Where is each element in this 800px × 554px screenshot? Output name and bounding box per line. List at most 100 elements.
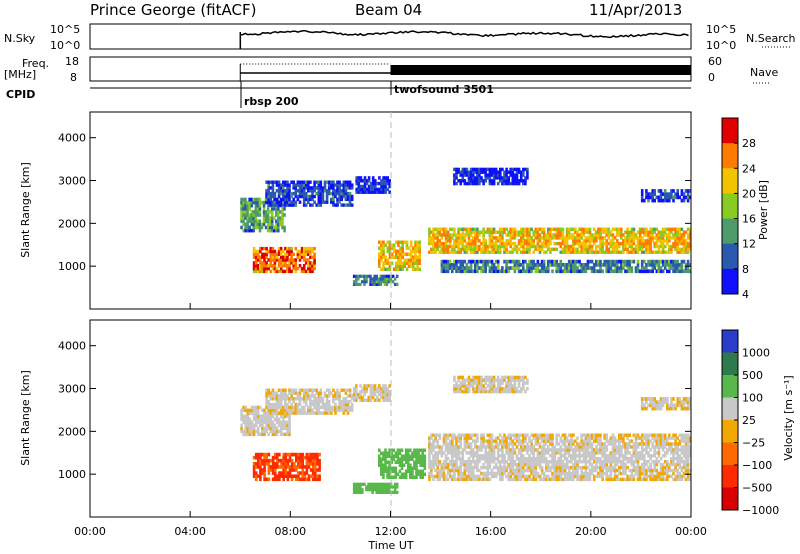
heatmap-cell (555, 442, 558, 446)
heatmap-cell (388, 472, 391, 476)
heatmap-cell (471, 465, 475, 470)
heatmap-cell (463, 448, 467, 452)
heatmap-cell (547, 448, 550, 452)
heatmap-cell (430, 471, 433, 476)
heatmap-cell (643, 462, 646, 467)
nave-tick-top: 60 (708, 55, 722, 68)
heatmap-cell (549, 477, 552, 482)
heatmap-cell (611, 269, 615, 274)
heatmap-cell (314, 465, 317, 469)
heatmap-cell (334, 397, 337, 401)
heatmap-cell (405, 252, 409, 256)
heatmap-cell (592, 233, 596, 237)
heatmap-cell (428, 442, 431, 446)
heatmap-cell (611, 465, 615, 470)
cpid-row: CPID rbsp 200 twofsound 3501 (6, 81, 691, 108)
heatmap-cell (522, 433, 525, 437)
heatmap-cell (273, 423, 277, 428)
heatmap-cell (252, 423, 256, 428)
heatmap-cell (302, 197, 306, 202)
heatmap-cell (365, 190, 369, 194)
heatmap-cell (561, 227, 565, 231)
heatmap-cell (517, 179, 521, 183)
heatmap-cell (488, 233, 492, 237)
heatmap-cell (555, 227, 558, 231)
heatmap-cell (484, 465, 487, 470)
heatmap-cell (446, 477, 450, 482)
heatmap-cell (494, 439, 498, 443)
heatmap-cell (663, 239, 667, 243)
heatmap-cell (430, 460, 433, 464)
heatmap-cell (261, 261, 264, 265)
heatmap-cell (321, 191, 325, 196)
heatmap-cell (532, 445, 535, 449)
heatmap-cell (373, 280, 376, 284)
heatmap-cell (615, 244, 619, 249)
heatmap-cell (509, 173, 512, 177)
heatmap-cell (387, 274, 391, 278)
heatmap-cell (385, 280, 389, 284)
heatmap-cell (259, 474, 262, 478)
heatmap-cell (501, 465, 504, 470)
heatmap-cell (406, 448, 410, 452)
heatmap-cell (448, 236, 452, 240)
heatmap-cell (465, 465, 469, 470)
heatmap-cell (256, 207, 260, 211)
heatmap-cell (494, 230, 498, 234)
heatmap-cell (670, 244, 673, 249)
heatmap-cell (494, 244, 498, 249)
heatmap-cell (382, 184, 385, 189)
heatmap-cell (307, 261, 310, 265)
heatmap-cell (611, 454, 615, 458)
heatmap-cell (403, 258, 407, 262)
heatmap-cell (663, 195, 667, 200)
heatmap-cell (284, 423, 287, 428)
heatmap-cell (338, 189, 341, 193)
heatmap-cell (590, 266, 594, 270)
heatmap-cell (511, 233, 515, 237)
heatmap-cell (542, 442, 546, 446)
heatmap-cell (269, 191, 273, 196)
heatmap-cell (446, 448, 450, 452)
heatmap-cell (482, 433, 485, 437)
heatmap-cell (369, 277, 372, 281)
heatmap-cell (526, 468, 529, 473)
heatmap-cell (342, 189, 346, 193)
heatmap-cell (428, 448, 431, 452)
heatmap-cell (528, 454, 531, 458)
heatmap-cell (448, 448, 452, 452)
heatmap-cell (611, 227, 615, 231)
heatmap-cell (240, 207, 243, 211)
heatmap-cell (684, 195, 688, 200)
heatmap-cell (492, 247, 496, 251)
heatmap-cell (271, 405, 275, 410)
heatmap-cell (474, 236, 477, 240)
heatmap-cell (448, 266, 452, 270)
heatmap-cell (480, 457, 483, 461)
heatmap-cell (384, 181, 387, 186)
heatmap-cell (467, 230, 471, 234)
heatmap-cell (323, 391, 327, 395)
heatmap-cell (400, 460, 404, 464)
heatmap-cell (455, 263, 458, 267)
heatmap-cell (382, 466, 385, 470)
heatmap-cell (640, 451, 644, 455)
heatmap-cell (298, 252, 302, 256)
heatmap-cell (419, 457, 422, 461)
heatmap-cell (269, 414, 273, 419)
heatmap-cell (323, 405, 327, 410)
heatmap-cell (373, 488, 376, 492)
heatmap-cell (645, 230, 648, 234)
heatmap-cell (542, 250, 546, 254)
heatmap-cell (459, 233, 462, 237)
heatmap-cell (380, 451, 383, 455)
heatmap-cell (540, 236, 544, 240)
heatmap-cell (361, 488, 364, 492)
heatmap-cell (275, 219, 278, 224)
heatmap-cell (565, 250, 569, 254)
heatmap-cell (590, 457, 594, 461)
heatmap-cell (613, 465, 617, 470)
heatmap-cell (307, 266, 310, 271)
heatmap-cell (505, 436, 508, 440)
heatmap-cell (271, 222, 274, 227)
